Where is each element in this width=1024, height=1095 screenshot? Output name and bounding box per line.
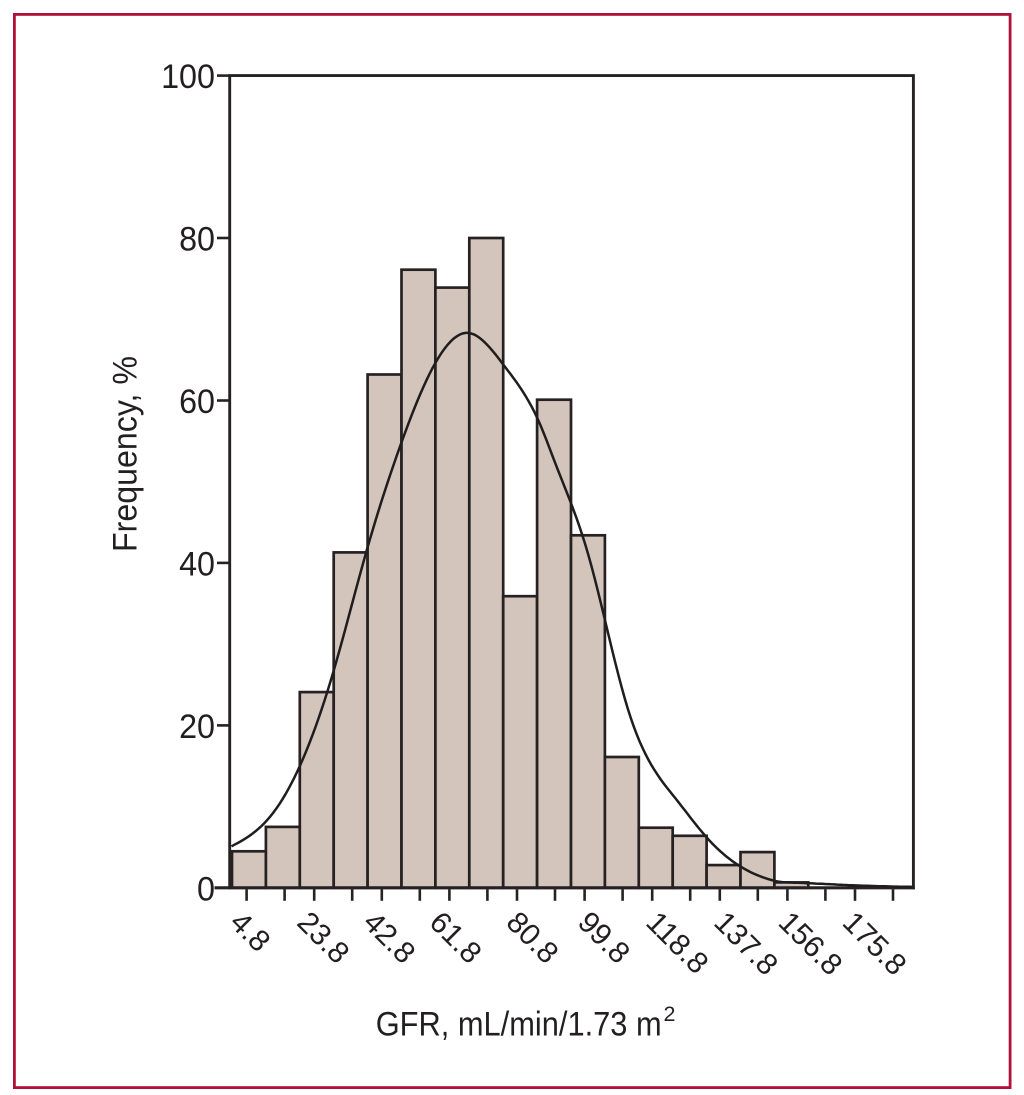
svg-text:99.8: 99.8 xyxy=(571,906,636,971)
svg-text:42.8: 42.8 xyxy=(357,906,422,971)
svg-text:118.8: 118.8 xyxy=(640,906,715,981)
svg-text:0: 0 xyxy=(197,870,215,908)
svg-text:156.8: 156.8 xyxy=(772,906,848,982)
svg-text:60: 60 xyxy=(179,383,215,421)
svg-text:175.8: 175.8 xyxy=(836,906,912,982)
svg-text:61.8: 61.8 xyxy=(423,906,488,971)
svg-text:4.8: 4.8 xyxy=(223,906,276,959)
svg-text:20: 20 xyxy=(179,708,215,746)
svg-text:GFR, mL/min/1.73 m: GFR, mL/min/1.73 m xyxy=(376,1006,662,1044)
svg-text:2: 2 xyxy=(664,1002,676,1026)
svg-text:Frequency, %: Frequency, % xyxy=(107,356,145,552)
svg-text:137.8: 137.8 xyxy=(708,906,784,982)
svg-text:100: 100 xyxy=(161,58,215,96)
svg-text:40: 40 xyxy=(179,546,215,584)
svg-text:80.8: 80.8 xyxy=(500,906,565,971)
svg-text:23.8: 23.8 xyxy=(291,906,356,971)
svg-text:80: 80 xyxy=(179,221,215,259)
